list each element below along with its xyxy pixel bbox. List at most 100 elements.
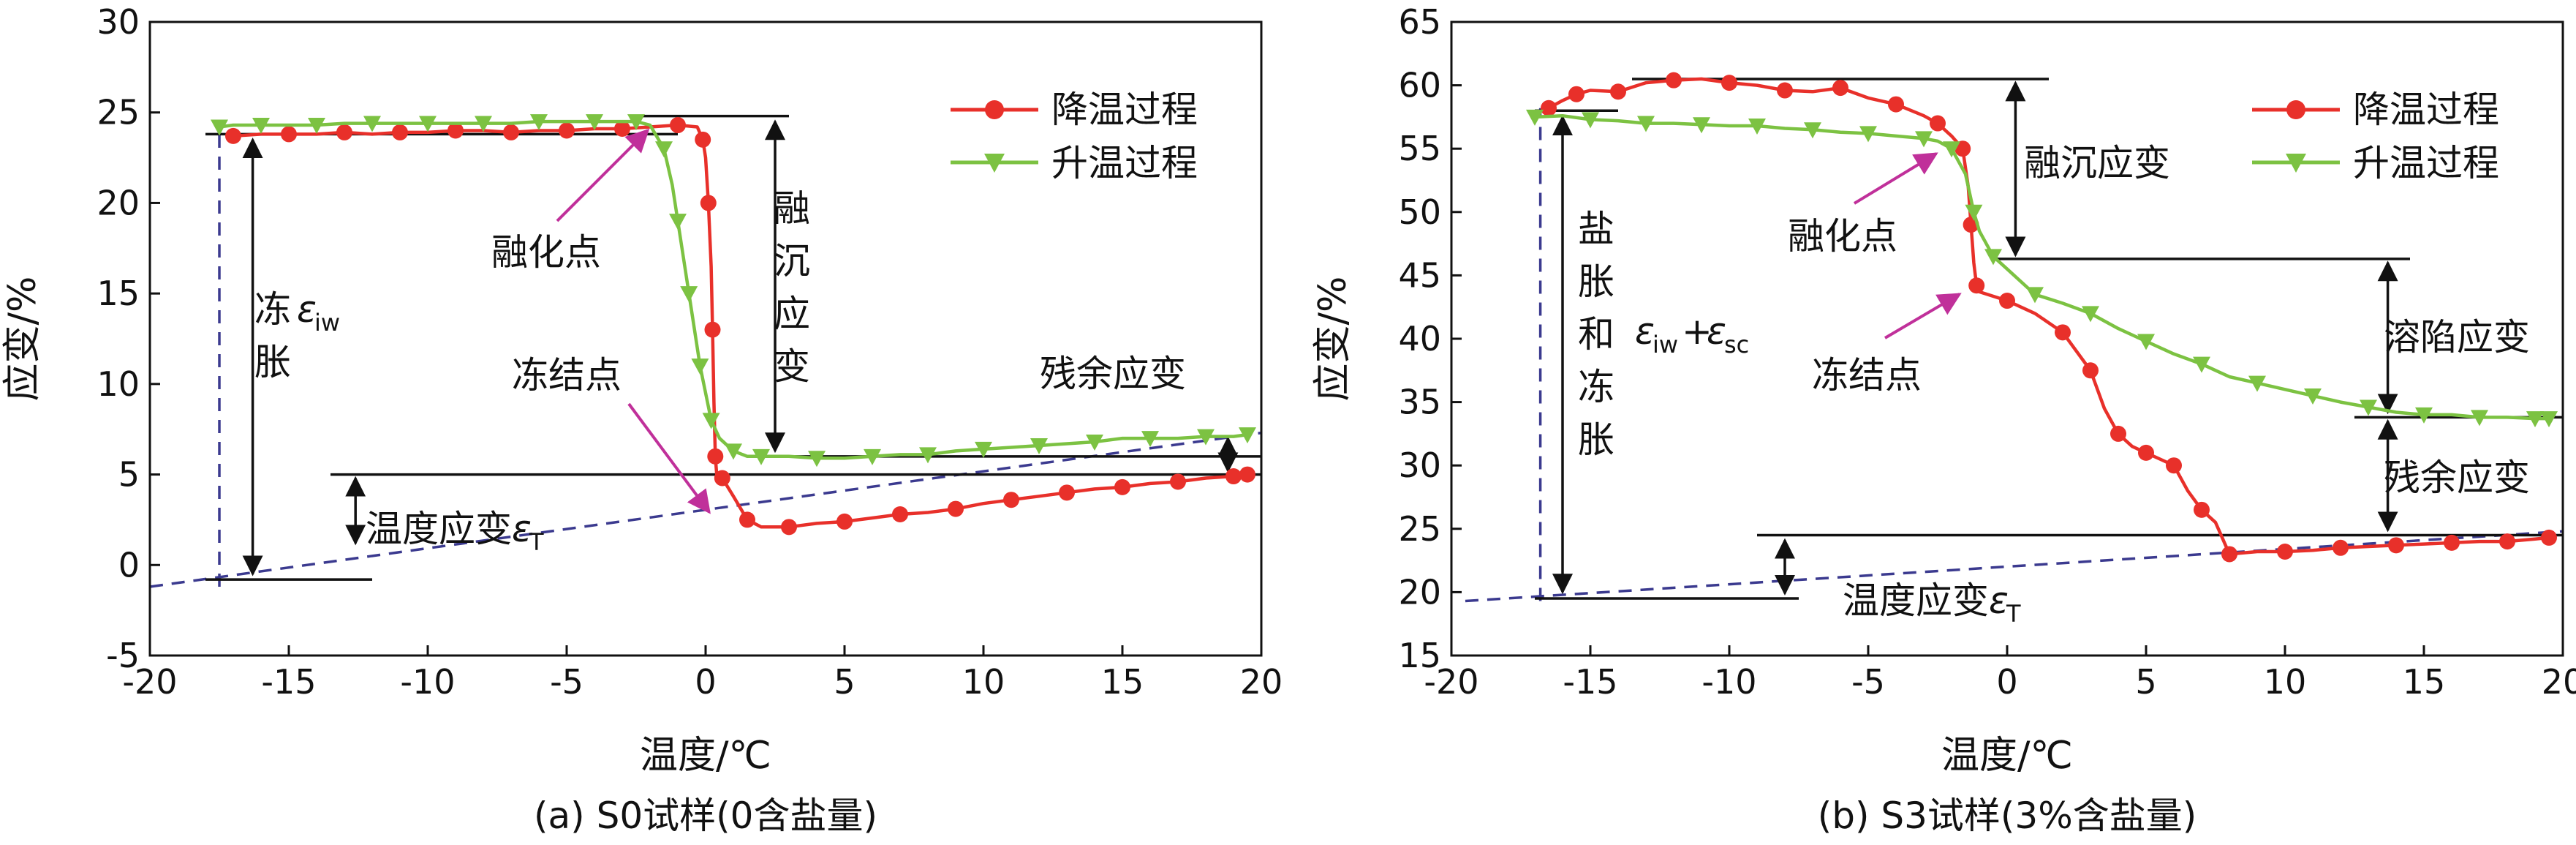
data-point-warming <box>1637 116 1655 132</box>
data-point-warming <box>2026 287 2044 304</box>
series-line-cooling <box>1547 77 2550 556</box>
x-tick-label: 10 <box>962 662 1005 702</box>
data-point-warming <box>2304 388 2322 405</box>
x-tick-label: -20 <box>122 662 177 702</box>
b-thaw-label: 融沉应变 <box>2024 142 2170 184</box>
y-tick-label: 50 <box>1398 192 1441 232</box>
data-point-cooling <box>1225 468 1242 485</box>
a-residual-label: 残余应变 <box>1040 353 1186 395</box>
data-point-warming <box>1582 112 1599 129</box>
data-point-warming <box>1693 117 1710 134</box>
b-eps-sc-symbol: ε <box>1707 310 1726 353</box>
y-tick-label: 40 <box>1398 319 1441 358</box>
a-frost-heave-symbol: ε <box>297 288 317 331</box>
y-tick-label: 30 <box>1398 446 1441 485</box>
x-tick-label: -5 <box>1851 662 1885 702</box>
data-point-cooling <box>2499 533 2515 550</box>
data-point-warming <box>1197 429 1215 446</box>
data-point-cooling <box>781 519 797 536</box>
a-thaw-char-2: 沉 <box>774 240 810 282</box>
b-temp-strain-label: 温度应变 <box>1843 579 1989 622</box>
x-tick-label: 0 <box>695 662 716 702</box>
y-tick-label: 55 <box>1398 129 1441 168</box>
data-point-cooling <box>392 124 408 140</box>
a-frost-heave-sub: iw <box>314 309 340 337</box>
a-temp-strain-label: 温度应变 <box>366 508 512 550</box>
a-thaw-char-3: 应 <box>774 293 810 335</box>
data-point-warming <box>211 119 228 136</box>
data-point-warming <box>2137 334 2155 350</box>
data-point-warming <box>808 451 826 467</box>
data-point-cooling <box>1777 82 1793 99</box>
data-point-warming <box>725 443 742 460</box>
chart-b-ylabel: 应变/% <box>1311 277 1355 402</box>
data-point-cooling <box>670 117 686 134</box>
a-frost-heave-char-2: 胀 <box>254 341 291 383</box>
data-point-cooling <box>1239 466 1255 483</box>
b-salt-char-4: 冻 <box>1578 366 1614 408</box>
data-point-cooling <box>1721 75 1737 91</box>
data-point-cooling <box>336 124 352 140</box>
chart-a-axis-ticks: -20 -15 -10 -5 0 5 10 15 20 -5 0 5 10 15 20 25 30 <box>97 2 1283 702</box>
data-point-cooling <box>2110 425 2126 442</box>
x-tick-label: 20 <box>1240 662 1283 702</box>
data-point-cooling <box>2333 539 2349 556</box>
chart-a-caption: (a) S0试样(0含盐量) <box>534 795 877 837</box>
data-point-cooling <box>2138 444 2154 461</box>
data-point-cooling <box>559 122 575 139</box>
data-point-warming <box>1915 131 1933 148</box>
data-point-warming <box>475 116 492 132</box>
b-freezing-point-label: 冻结点 <box>1812 354 1922 397</box>
a-melting-point-arrow <box>556 128 650 222</box>
b-melting-point-arrow <box>1853 152 1938 205</box>
data-point-warming <box>702 413 720 429</box>
data-point-cooling <box>1114 478 1130 495</box>
b-salt-char-1: 盐 <box>1578 208 1614 250</box>
data-point-cooling <box>704 321 721 338</box>
data-point-cooling <box>2277 543 2293 560</box>
b-eps-iw-symbol: ε <box>1635 310 1655 353</box>
a-thaw-char-4: 变 <box>774 345 810 388</box>
data-point-cooling <box>695 131 711 148</box>
legend-b-warming-label: 升温过程 <box>2353 142 2499 184</box>
data-point-cooling <box>836 513 853 530</box>
data-point-warming <box>1239 427 1256 444</box>
data-point-cooling <box>2388 537 2404 554</box>
data-point-warming <box>752 448 770 465</box>
legend-a-warming-label: 升温过程 <box>1051 142 1198 184</box>
chart-b: -20 -15 -10 -5 0 5 10 15 20 15 20 25 30 35 40 45 50 55 60 6… <box>1311 2 2576 837</box>
data-point-warming <box>627 114 645 131</box>
data-point-cooling <box>503 124 519 140</box>
data-point-cooling <box>2055 324 2071 341</box>
chart-b-xlabel: 温度/℃ <box>1941 734 2073 778</box>
data-point-warming <box>691 358 709 375</box>
y-tick-label: 65 <box>1398 2 1441 42</box>
b-salt-char-2: 胀 <box>1578 260 1614 303</box>
data-point-cooling <box>1930 115 1946 132</box>
y-tick-label: 35 <box>1398 383 1441 422</box>
data-point-cooling <box>2194 501 2210 518</box>
x-tick-label: -15 <box>1563 662 1617 702</box>
a-thaw-char-1: 融 <box>774 187 810 230</box>
x-tick-label: 5 <box>2135 662 2156 702</box>
y-tick-label: 15 <box>1398 636 1441 675</box>
b-residual-label: 残余应变 <box>2384 457 2530 499</box>
b-temp-strain-sub: T <box>2006 600 2021 628</box>
a-freezing-point-arrow <box>627 402 711 514</box>
y-tick-label: 30 <box>97 2 140 42</box>
y-tick-label: 5 <box>118 455 140 495</box>
y-tick-label: 10 <box>97 364 140 404</box>
chart-a-ylabel: 应变/% <box>1 277 45 402</box>
legend-b-cooling-marker <box>2286 100 2305 119</box>
data-point-cooling <box>1666 72 1682 89</box>
series-line-cooling <box>233 123 1248 529</box>
y-tick-label: 25 <box>97 93 140 132</box>
chart-b-caption: (b) S3试样(3%含盐量) <box>1818 795 2197 837</box>
data-point-warming <box>2471 410 2488 427</box>
data-point-cooling <box>281 126 297 143</box>
data-point-warming <box>1943 141 1960 158</box>
data-point-warming <box>864 448 881 465</box>
a-melting-point-label: 融化点 <box>491 231 601 274</box>
y-tick-label: 45 <box>1398 255 1441 295</box>
